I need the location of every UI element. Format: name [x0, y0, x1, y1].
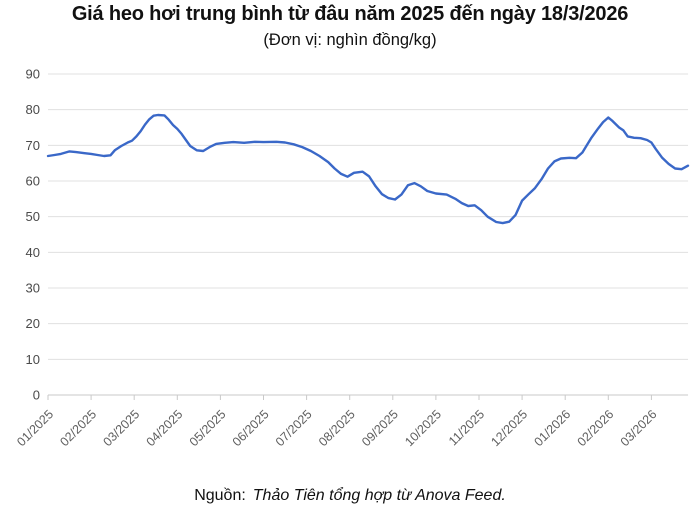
y-axis-tick-label: 70	[26, 138, 40, 153]
source-label: Nguồn:	[194, 487, 246, 504]
source-text: Thảo Tiên tổng hợp từ Anova Feed.	[252, 487, 506, 504]
chart-subtitle: (Đơn vị: nghìn đồng/kg)	[263, 31, 437, 49]
x-axis-tick-label: 01/2025	[14, 407, 56, 449]
x-axis-tick-label: 11/2025	[446, 407, 487, 448]
chart-title: Giá heo hơi trung bình từ đâu năm 2025 đ…	[71, 3, 629, 25]
y-axis-tick-label: 30	[26, 281, 40, 296]
y-axis-tick-label: 90	[26, 67, 40, 82]
y-axis-tick-label: 60	[26, 174, 40, 189]
x-axis-tick-label: 09/2025	[359, 407, 401, 449]
x-axis-tick-label: 04/2025	[144, 407, 186, 449]
x-axis-tick-label: 02/2026	[575, 407, 617, 449]
x-axis-tick-label: 08/2025	[316, 407, 358, 449]
y-axis-tick-label: 40	[26, 245, 40, 260]
x-axis-tick-label: 03/2025	[100, 407, 142, 449]
y-axis-tick-label: 80	[26, 102, 40, 117]
x-axis-tick-label: 10/2025	[402, 407, 444, 449]
x-axis-tick-label: 03/2026	[618, 407, 660, 449]
price-line-series	[46, 113, 690, 225]
x-axis-tick-label: 02/2025	[57, 407, 99, 449]
x-axis-tick-label: 12/2025	[488, 407, 530, 449]
y-axis-tick-label: 10	[26, 352, 40, 367]
y-axis-tick-label: 50	[26, 209, 40, 224]
line-chart: 0 10 20 30 40 50 60 70 80 90 01/2025 02/2025 03/2025…	[14, 67, 690, 449]
y-axis-tick-label: 0	[33, 388, 40, 403]
source-note: Nguồn: Thảo Tiên tổng hợp từ Anova Feed.	[0, 487, 700, 505]
x-axis-tick-label: 06/2025	[230, 407, 272, 449]
x-axis-tick-label: 07/2025	[273, 407, 315, 449]
x-axis-tick-label: 05/2025	[187, 407, 229, 449]
x-axis-tick-label: 01/2026	[531, 407, 573, 449]
y-axis-tick-label: 20	[26, 316, 40, 331]
